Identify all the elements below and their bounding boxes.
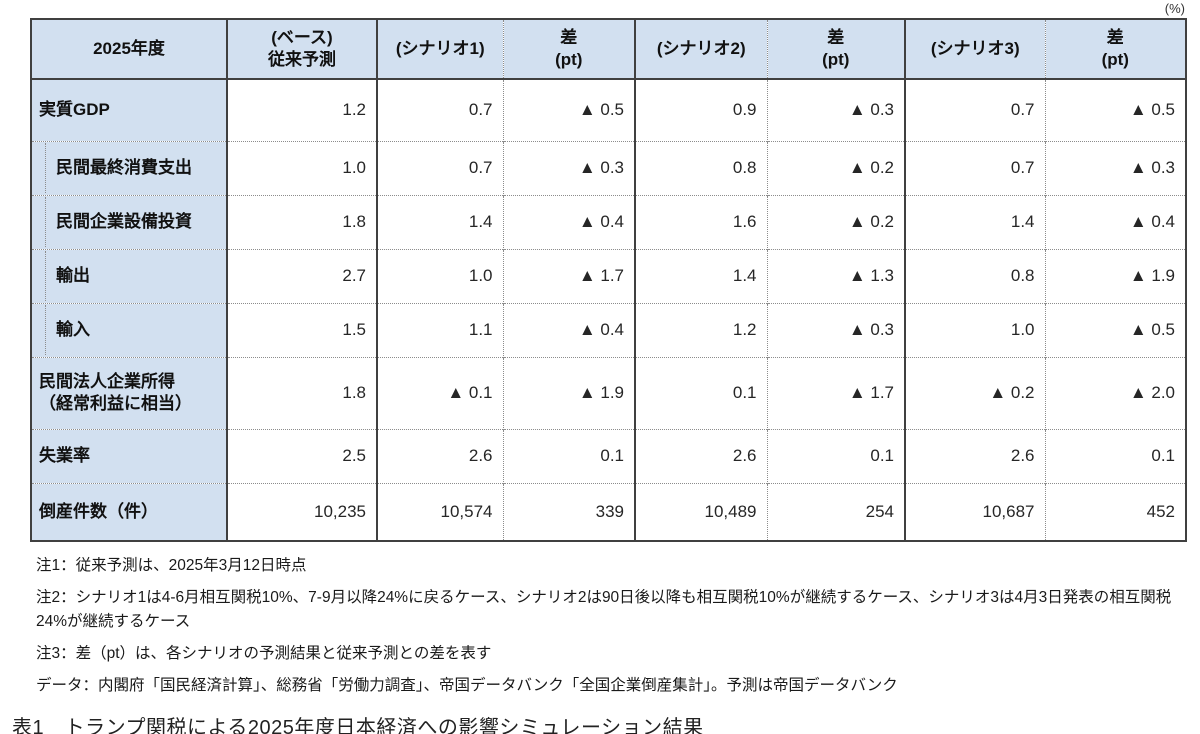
col-header-scenario1: (シナリオ1) (377, 19, 504, 80)
row-label: 民間最終消費支出 (31, 140, 228, 195)
cell: ▲ 1.9 (503, 356, 636, 429)
cell: 2.5 (227, 428, 378, 483)
col-header-diff1: 差 (pt) (503, 19, 636, 80)
note-1: 注1：従来予測は、2025年3月12日時点 (36, 557, 307, 574)
cell: 1.6 (635, 194, 768, 249)
cell: ▲ 0.3 (767, 79, 906, 141)
cell: ▲ 1.9 (1045, 248, 1186, 303)
col-header-base-forecast: (ベース) 従来予測 (227, 19, 378, 80)
col-header-diff3: 差 (pt) (1045, 19, 1186, 80)
header-row: 2025年度 (ベース) 従来予測 (シナリオ1) 差 (pt) (シナリオ2)… (31, 19, 1186, 80)
table-row-imports: 輸入 1.5 1.1 ▲ 0.4 1.2 ▲ 0.3 1.0 ▲ 0.5 (31, 302, 1186, 357)
col-header-diff2: 差 (pt) (767, 19, 906, 80)
col-header-scenario3: (シナリオ3) (905, 19, 1046, 80)
cell: 1.5 (227, 302, 378, 357)
cell: ▲ 0.4 (503, 194, 636, 249)
cell: ▲ 0.5 (503, 79, 636, 141)
cell: 10,235 (227, 482, 378, 541)
cell: 339 (503, 482, 636, 541)
cell: 2.6 (635, 428, 768, 483)
cell: 0.7 (377, 79, 504, 141)
cell: ▲ 2.0 (1045, 356, 1186, 429)
cell: 0.7 (377, 140, 504, 195)
row-label: 民間法人企業所得 （経常利益に相当） (31, 356, 228, 429)
cell: ▲ 1.7 (503, 248, 636, 303)
table-row-real-gdp: 実質GDP 1.2 0.7 ▲ 0.5 0.9 ▲ 0.3 0.7 ▲ 0.5 (31, 79, 1186, 141)
table-row-corporate-income: 民間法人企業所得 （経常利益に相当） 1.8 ▲ 0.1 ▲ 1.9 0.1 ▲… (31, 356, 1186, 429)
cell: 0.7 (905, 140, 1046, 195)
cell: 1.0 (905, 302, 1046, 357)
cell: ▲ 0.3 (503, 140, 636, 195)
cell: 1.4 (377, 194, 504, 249)
row-label: 輸入 (31, 302, 228, 357)
note-2: 注2：シナリオ1は4-6月相互関税10%、7-9月以降24%に戻るケース、シナリ… (36, 589, 1172, 630)
cell: 0.8 (905, 248, 1046, 303)
cell: 1.2 (227, 79, 378, 141)
cell: 1.8 (227, 356, 378, 429)
table-row-private-capex: 民間企業設備投資 1.8 1.4 ▲ 0.4 1.6 ▲ 0.2 1.4 ▲ 0… (31, 194, 1186, 249)
row-label: 失業率 (31, 428, 228, 483)
cell: 2.6 (905, 428, 1046, 483)
table-row-bankruptcies: 倒産件数（件） 10,235 10,574 339 10,489 254 10,… (31, 482, 1186, 541)
cell: 1.0 (227, 140, 378, 195)
cell: 10,574 (377, 482, 504, 541)
cell: 2.6 (377, 428, 504, 483)
cell: ▲ 0.4 (503, 302, 636, 357)
table-row-private-consumption: 民間最終消費支出 1.0 0.7 ▲ 0.3 0.8 ▲ 0.2 0.7 ▲ 0… (31, 140, 1186, 195)
col-header-fiscal-year: 2025年度 (31, 19, 228, 80)
cell: ▲ 0.3 (767, 302, 906, 357)
cell: ▲ 0.2 (767, 194, 906, 249)
data-source-note: データ：内閣府「国民経済計算」、総務省「労働力調査」、帝国データバンク「全国企業… (36, 677, 898, 694)
cell: 10,687 (905, 482, 1046, 541)
cell: ▲ 0.2 (905, 356, 1046, 429)
cell: 1.0 (377, 248, 504, 303)
unit-label: (%) (1164, 1, 1185, 16)
cell: 0.1 (635, 356, 768, 429)
cell: ▲ 0.1 (377, 356, 504, 429)
cell: ▲ 0.5 (1045, 302, 1186, 357)
cell: 0.1 (503, 428, 636, 483)
row-label: 民間企業設備投資 (31, 194, 228, 249)
cell: 452 (1045, 482, 1186, 541)
cell: 0.1 (767, 428, 906, 483)
cell: 10,489 (635, 482, 768, 541)
cell: 1.2 (635, 302, 768, 357)
cell: 0.7 (905, 79, 1046, 141)
cell: ▲ 0.2 (767, 140, 906, 195)
note-3: 注3：差（pt）は、各シナリオの予測結果と従来予測との差を表す (36, 644, 492, 662)
simulation-table: 2025年度 (ベース) 従来予測 (シナリオ1) 差 (pt) (シナリオ2)… (30, 18, 1187, 542)
table-row-exports: 輸出 2.7 1.0 ▲ 1.7 1.4 ▲ 1.3 0.8 ▲ 1.9 (31, 248, 1186, 303)
cell: 254 (767, 482, 906, 541)
cell: 0.1 (1045, 428, 1186, 483)
row-label: 輸出 (31, 248, 228, 303)
cell: ▲ 1.7 (767, 356, 906, 429)
table-caption: 表1 トランプ関税による2025年度日本経済への影響シミュレーション結果 (12, 717, 704, 734)
cell: ▲ 0.5 (1129, 100, 1175, 120)
cell: ▲ 0.3 (1045, 140, 1186, 195)
cell: 1.4 (635, 248, 768, 303)
cell: 1.8 (227, 194, 378, 249)
table-row-unemployment-rate: 失業率 2.5 2.6 0.1 2.6 0.1 2.6 0.1 (31, 428, 1186, 483)
row-label: 実質GDP (31, 79, 228, 141)
row-label: 倒産件数（件） (31, 482, 228, 541)
table-area: (%) 2025年度 (ベース) 従来予測 (シナリオ1) 差 (pt) (シナ… (30, 2, 1187, 697)
footnotes: 注1：従来予測は、2025年3月12日時点 注2：シナリオ1は4-6月相互関税1… (36, 554, 1186, 697)
cell: ▲ 0.4 (1045, 194, 1186, 249)
cell: ▲ 1.3 (767, 248, 906, 303)
cell: 2.7 (227, 248, 378, 303)
cell: 1.1 (377, 302, 504, 357)
col-header-scenario2: (シナリオ2) (635, 19, 768, 80)
cell: 0.9 (635, 79, 768, 141)
cell: 1.4 (905, 194, 1046, 249)
cell: 0.8 (635, 140, 768, 195)
